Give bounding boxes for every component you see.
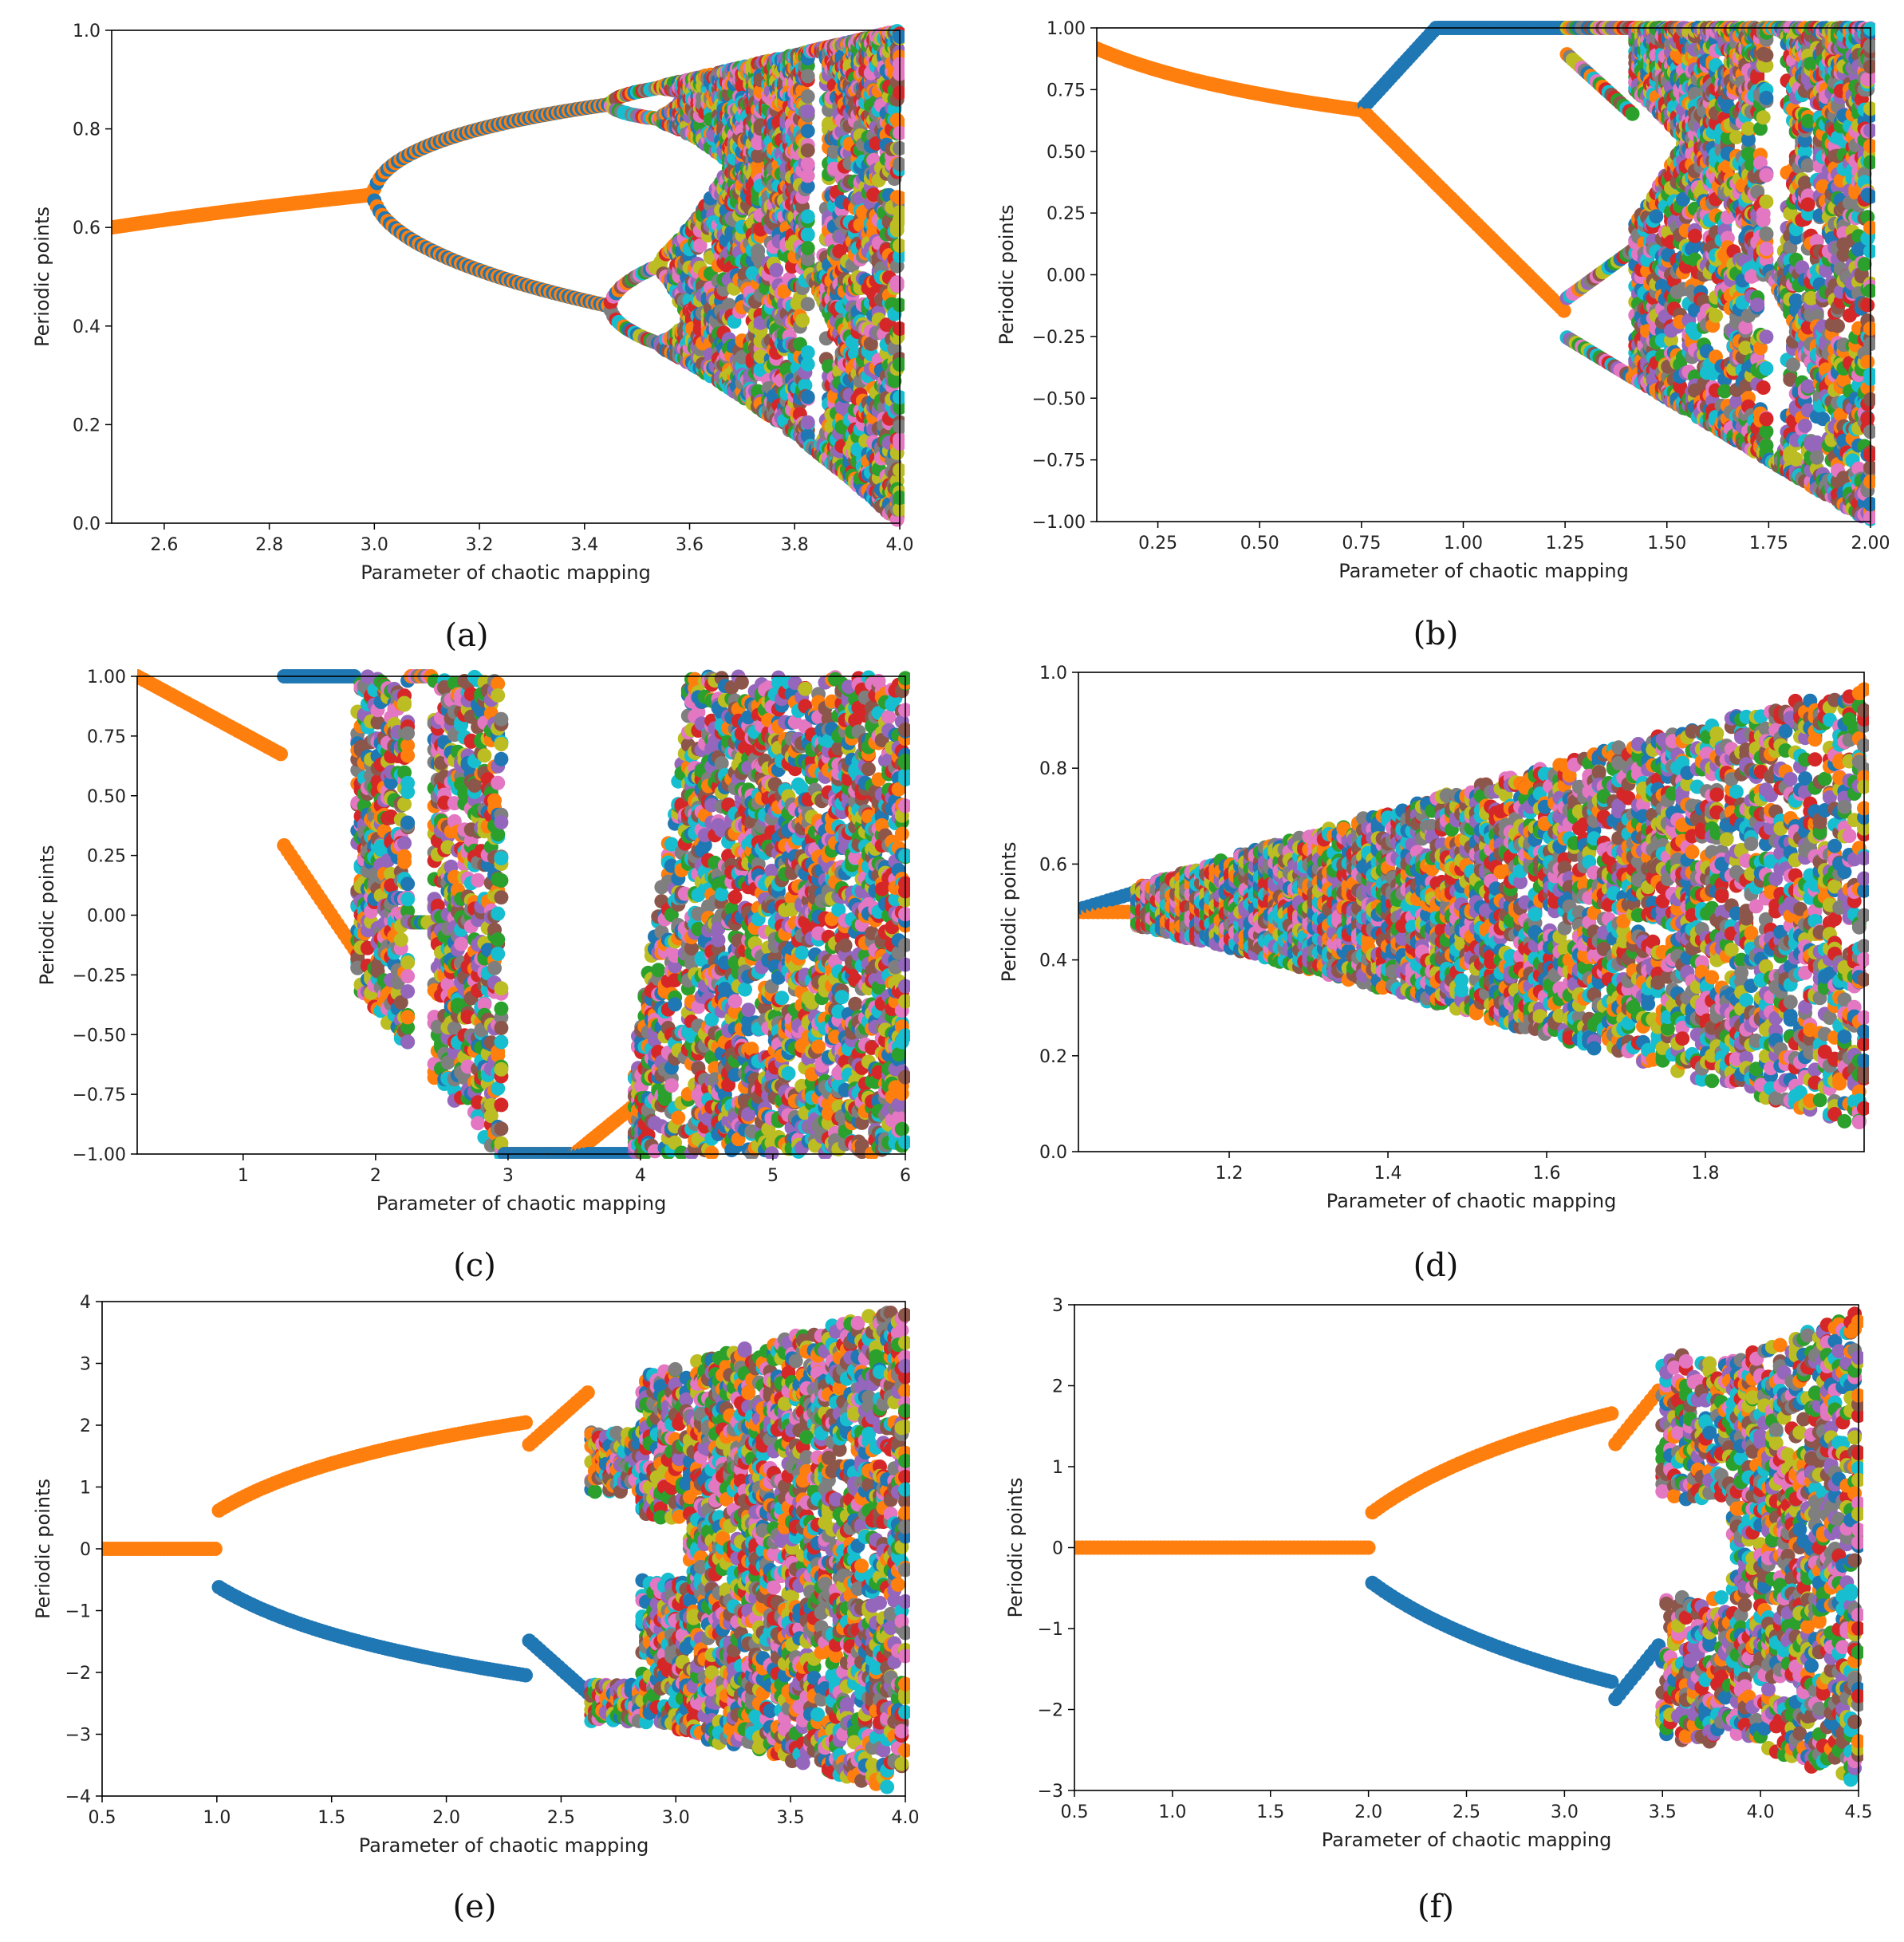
data-point — [893, 502, 905, 517]
scatter-series — [1097, 21, 1875, 526]
x-tick-label: 4.0 — [886, 535, 914, 555]
data-point — [692, 238, 708, 253]
x-tick-label: 3.2 — [466, 535, 494, 555]
data-point — [893, 85, 905, 100]
data-point — [893, 463, 905, 478]
data-point — [893, 390, 905, 405]
data-point — [800, 168, 815, 183]
data-point — [893, 191, 905, 206]
panel-b: 0.25 0.50 0.75 1.00 1.25 1.50 1.75 2.00−1.00−0.… — [995, 19, 1890, 652]
data-point — [893, 490, 905, 505]
y-tick-label: 0.0 — [73, 514, 101, 534]
data-point — [800, 104, 815, 119]
data-point — [889, 275, 905, 290]
data-point — [893, 205, 905, 220]
data-point — [893, 140, 905, 156]
data-point — [800, 69, 815, 84]
data-point — [869, 136, 884, 151]
x-tick-label: 3.6 — [676, 535, 704, 555]
x-tick-label: 2.8 — [255, 535, 283, 555]
scatter-series — [112, 24, 905, 527]
data-point — [1676, 191, 1690, 207]
panel-label: (a) — [444, 617, 488, 654]
data-point — [795, 313, 810, 328]
panel-a: 2.6 2.8 3.0 3.2 3.4 3.6 3.8 4.0 0.0 0.2 0.4 0.6 0.8 1… — [31, 22, 914, 654]
data-point — [893, 125, 905, 140]
x-tick-label: 3.4 — [570, 535, 598, 555]
data-point — [893, 357, 905, 372]
data-point — [1625, 106, 1640, 121]
data-point — [863, 337, 878, 351]
y-tick-label: 0.6 — [73, 219, 101, 238]
data-point — [893, 156, 905, 171]
y-tick-label: 0.2 — [73, 416, 101, 435]
y-axis-label: Periodic points — [31, 207, 53, 347]
data-point — [800, 297, 815, 312]
data-point — [1649, 209, 1664, 224]
y-tick-label: 0.8 — [73, 120, 101, 140]
x-tick-label: 3.8 — [781, 535, 809, 555]
x-tick-label: 2.6 — [150, 535, 178, 555]
data-point — [769, 262, 784, 278]
data-point — [893, 57, 905, 72]
data-point — [800, 241, 815, 256]
data-point — [800, 251, 815, 266]
data-point — [800, 415, 815, 430]
data-point — [800, 89, 815, 104]
y-tick-label: 1.0 — [73, 22, 101, 41]
data-point — [893, 297, 905, 313]
data-point — [893, 30, 905, 45]
data-point — [800, 356, 815, 372]
data-point — [800, 124, 815, 139]
plot-frame — [111, 30, 901, 524]
data-point — [887, 373, 902, 388]
data-point — [800, 227, 815, 242]
data-point — [893, 432, 905, 447]
data-point — [800, 143, 815, 158]
data-point — [798, 378, 813, 393]
data-point — [893, 321, 905, 337]
data-point — [800, 156, 815, 171]
data-point — [893, 419, 905, 434]
data-point — [777, 284, 792, 299]
data-point — [893, 238, 905, 254]
data-point — [800, 209, 815, 224]
x-tick-label: 3.0 — [361, 535, 388, 555]
data-point — [1556, 303, 1571, 318]
y-tick-label: 0.4 — [73, 317, 101, 337]
data-point — [800, 179, 815, 194]
data-point — [800, 389, 815, 404]
data-point — [751, 243, 766, 258]
x-axis-label: Parameter of chaotic mapping — [361, 561, 651, 584]
data-point — [800, 345, 815, 360]
